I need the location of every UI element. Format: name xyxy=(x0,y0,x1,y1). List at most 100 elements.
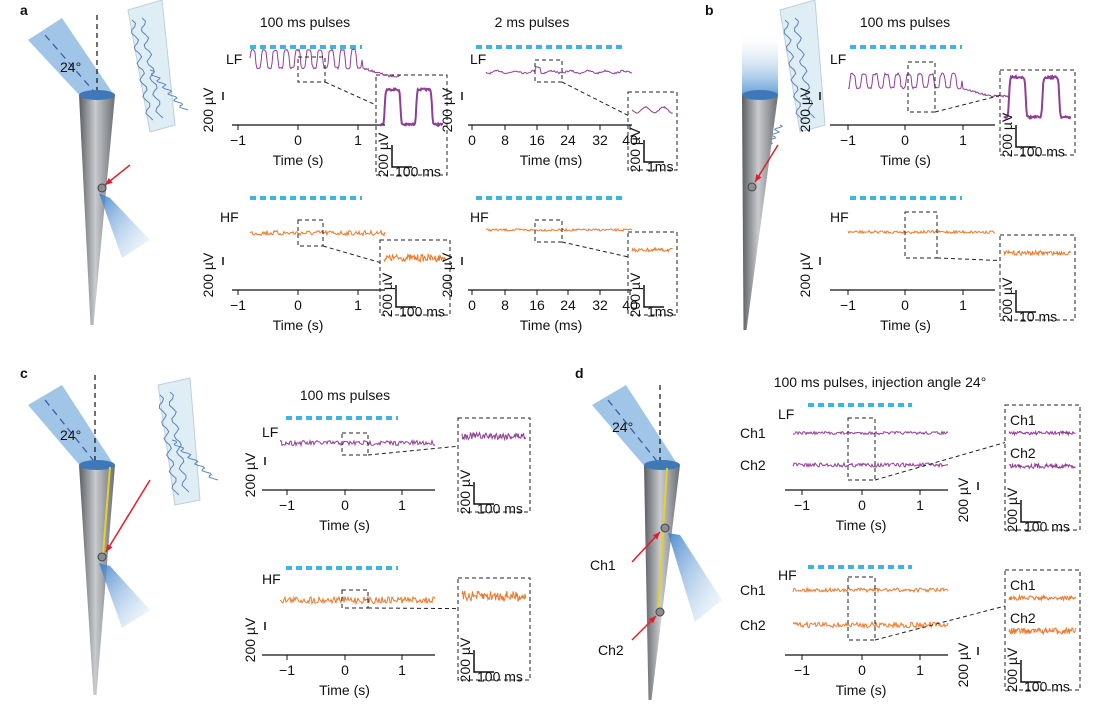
x-axis-label: Time (s) xyxy=(319,682,370,698)
x-tick-label: 0 xyxy=(468,132,476,148)
scale-bar-label: 200 µV xyxy=(439,252,455,297)
signal-trace xyxy=(792,430,949,436)
x-tick-label: 1 xyxy=(916,497,924,513)
signal-trace xyxy=(485,66,633,75)
plot-title: 100 ms pulses xyxy=(860,14,950,30)
plot-title: 100 ms pulses xyxy=(260,14,350,30)
inset-scale-bar xyxy=(1015,125,1036,148)
light-wave xyxy=(171,439,219,481)
inset-scale-bar xyxy=(643,140,664,163)
light-wave xyxy=(131,19,154,121)
probe-channel-label: Ch2 xyxy=(598,642,624,658)
inset-trace xyxy=(1003,249,1071,257)
inset-scale-bar xyxy=(1020,500,1041,523)
injection-angle: 24° xyxy=(60,59,81,75)
emitted-light xyxy=(99,193,150,258)
band-label: LF xyxy=(830,51,846,67)
x-tick-label: 40 xyxy=(622,132,638,148)
probe-top xyxy=(79,90,115,100)
x-tick-label: 1 xyxy=(959,132,967,148)
electrode-site xyxy=(97,183,107,193)
x-tick-label: 0 xyxy=(901,297,909,313)
x-tick-label: 16 xyxy=(529,297,545,313)
probe-top xyxy=(742,90,778,100)
inset-trace xyxy=(1008,429,1076,437)
zoom-region xyxy=(534,59,563,83)
inset-scale-v-label: 200 µV xyxy=(457,469,473,514)
signal-trace xyxy=(792,586,949,594)
x-tick-label: −1 xyxy=(840,297,856,313)
arrow-head xyxy=(755,174,762,182)
signal-trace xyxy=(792,620,949,630)
x-axis-label: Time (s) xyxy=(319,517,370,533)
x-axis-label: Time (s) xyxy=(836,682,887,698)
light-wave xyxy=(794,17,816,119)
zoom-region xyxy=(904,211,938,259)
inset-frame xyxy=(627,91,678,171)
inset-channel-label: Ch1 xyxy=(1010,412,1036,428)
x-axis-label: Time (s) xyxy=(273,152,324,168)
arrow-head xyxy=(652,532,660,540)
x-tick-label: −1 xyxy=(794,662,810,678)
scale-bar-label: 200 µV xyxy=(200,87,216,132)
x-tick-label: 0 xyxy=(294,132,302,148)
x-tick-label: 0 xyxy=(858,662,866,678)
inset-scale-bar xyxy=(473,650,494,673)
inset-scale-t-label: 100 ms xyxy=(1024,518,1070,534)
inset-trace xyxy=(461,430,527,442)
scale-bar-label: 200 µV xyxy=(955,477,971,522)
probe-channel-label: Ch1 xyxy=(590,557,616,573)
scale-bar-label: 200 µV xyxy=(439,87,455,132)
pointer-arrow xyxy=(105,479,151,553)
beam-axis xyxy=(44,34,98,96)
zoom-connector xyxy=(561,81,629,116)
electrode-site xyxy=(655,607,665,617)
inset-scale-bar xyxy=(395,285,416,308)
panel-label: a xyxy=(20,2,28,18)
zoom-connector xyxy=(561,241,629,258)
injection-angle: 24° xyxy=(612,419,633,435)
inset-trace xyxy=(1008,461,1076,470)
light-wave xyxy=(783,19,804,121)
inset-frame xyxy=(457,577,531,681)
channel-label: Ch2 xyxy=(740,457,766,473)
probe-cone xyxy=(79,95,115,325)
inset-scale-v-label: 200 µV xyxy=(1004,647,1020,692)
electrode-site xyxy=(747,182,757,192)
x-tick-label: −1 xyxy=(279,497,295,513)
signal-trace xyxy=(249,229,386,237)
probe-top xyxy=(644,460,680,470)
light-wave xyxy=(149,69,189,111)
probe-cone xyxy=(742,95,778,330)
x-tick-label: 1 xyxy=(398,662,406,678)
x-tick-label: −1 xyxy=(230,132,246,148)
x-tick-label: −1 xyxy=(279,662,295,678)
x-axis-label: Time (ms) xyxy=(520,317,582,333)
x-tick-label: 0 xyxy=(468,297,476,313)
inset-frame xyxy=(1004,404,1081,531)
signal-trace xyxy=(847,229,996,235)
x-tick-label: 1 xyxy=(959,297,967,313)
light-beam xyxy=(28,18,112,98)
light-beam xyxy=(742,30,778,95)
zoom-region xyxy=(534,219,563,243)
inset-scale-bar xyxy=(391,145,412,168)
zoom-region xyxy=(297,219,324,247)
inset-trace xyxy=(379,87,444,128)
inset-trace xyxy=(383,253,446,263)
channel-label: Ch1 xyxy=(740,582,766,598)
inset-scale-v-label: 200 µV xyxy=(375,132,391,177)
x-tick-label: 0 xyxy=(294,297,302,313)
x-tick-label: 1 xyxy=(354,132,362,148)
probe-illustration xyxy=(28,0,189,325)
zoom-region xyxy=(847,576,876,641)
inset-frame xyxy=(379,239,451,316)
probe-top xyxy=(79,460,115,470)
channel-label: Ch1 xyxy=(740,425,766,441)
inset-trace xyxy=(1008,593,1076,602)
band-label: HF xyxy=(262,571,281,587)
inset-scale-v-label: 200 µV xyxy=(999,112,1015,157)
inset-trace xyxy=(1008,626,1076,636)
arrow-head xyxy=(106,544,113,552)
scale-bar-label: 200 µV xyxy=(242,452,258,497)
